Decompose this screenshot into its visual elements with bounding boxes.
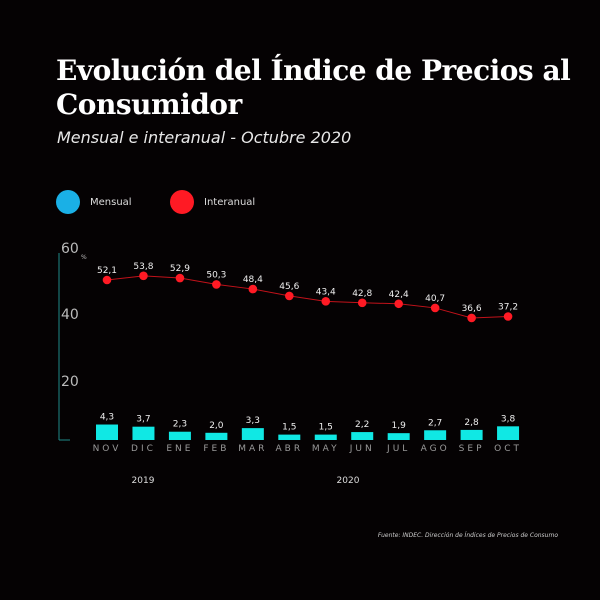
- point-data-label: 42,8: [352, 289, 372, 299]
- year-label: 2019: [132, 476, 155, 486]
- bar-mensual-sep: [460, 429, 483, 440]
- y-tick-label: 40: [61, 307, 79, 323]
- point-data-label: 36,6: [462, 304, 482, 314]
- point-interanual-sep: [467, 313, 476, 323]
- bar-data-label: 1,5: [282, 423, 296, 433]
- point-data-label: 37,2: [498, 303, 518, 313]
- bar-data-label: 2,0: [209, 421, 224, 431]
- point-data-label: 43,4: [316, 287, 336, 297]
- legend-label: Interanual: [204, 196, 256, 208]
- point-interanual-feb: [212, 280, 221, 289]
- bar-mensual-abr: [278, 434, 301, 440]
- year-label: 2020: [337, 476, 360, 486]
- bar-data-label: 3,7: [136, 415, 150, 425]
- bar-mensual-ene: [168, 431, 191, 440]
- x-tick-label: DIC: [131, 444, 156, 454]
- bar-data-label: 3,3: [246, 416, 260, 426]
- bar-data-label: 3,8: [501, 414, 516, 424]
- legend-label: Mensual: [90, 196, 132, 208]
- bar-mensual-mar: [241, 428, 264, 440]
- subtitle: Mensual e interanual - Octubre 2020: [57, 128, 352, 147]
- bar-data-label: 2,2: [355, 420, 369, 430]
- bar-mensual-may: [314, 434, 337, 440]
- legend-mensual: Mensual: [56, 190, 132, 214]
- bar-data-label: 1,9: [392, 421, 407, 431]
- point-data-label: 52,1: [97, 266, 117, 276]
- point-interanual-oct: [503, 312, 513, 321]
- legend-swatch-interanual: [170, 190, 194, 214]
- bar-mensual-ago: [424, 430, 447, 440]
- point-interanual-mar: [248, 284, 258, 294]
- page-title: Evolución del Índice de Precios al Consu…: [56, 54, 571, 121]
- bar-data-label: 2,3: [173, 420, 187, 430]
- point-data-label: 40,7: [425, 294, 445, 304]
- bar-mensual-jul: [387, 433, 410, 440]
- point-interanual-dic: [139, 271, 148, 281]
- point-data-label: 52,9: [170, 264, 190, 274]
- bar-data-label: 4,3: [100, 413, 114, 423]
- point-interanual-nov: [102, 275, 112, 285]
- point-data-label: 48,4: [243, 275, 263, 285]
- bar-data-label: 2,7: [428, 418, 442, 428]
- x-tick-label: ABR: [276, 444, 304, 454]
- legend-interanual: Interanual: [170, 190, 255, 214]
- bar-mensual-oct: [497, 426, 520, 440]
- point-interanual-abr: [285, 291, 294, 301]
- point-interanual-jul: [394, 299, 403, 309]
- x-tick-label: AGO: [421, 444, 450, 454]
- interanual-line: [106, 275, 509, 319]
- point-interanual-ago: [430, 303, 440, 313]
- y-unit: %: [81, 254, 87, 261]
- bar-mensual-feb: [205, 432, 228, 440]
- y-tick-label: 60: [61, 241, 79, 257]
- x-tick-label: MAR: [238, 444, 267, 454]
- x-tick-label: FEB: [203, 444, 229, 454]
- x-tick-label: OCT: [494, 444, 522, 454]
- bar-data-label: 2,8: [464, 418, 479, 428]
- legend-swatch-mensual: [56, 190, 80, 214]
- point-data-label: 53,8: [133, 262, 153, 272]
- point-data-label: 45,6: [279, 282, 299, 292]
- x-tick-label: JUN: [349, 444, 375, 454]
- point-interanual-may: [321, 297, 331, 306]
- x-tick-label: MAY: [312, 444, 340, 454]
- point-data-label: 50,3: [206, 270, 226, 280]
- source-note: Fuente: INDEC. Dirección de Índices de P…: [377, 532, 558, 539]
- bar-data-label: 1,5: [319, 423, 333, 433]
- bar-mensual-dic: [132, 426, 155, 440]
- point-data-label: 42,4: [389, 290, 409, 300]
- x-tick-label: JUL: [386, 444, 410, 454]
- bar-mensual-jun: [351, 432, 374, 440]
- point-interanual-jun: [357, 298, 367, 308]
- point-interanual-ene: [175, 273, 185, 283]
- x-tick-label: SEP: [459, 444, 485, 454]
- y-tick-label: 20: [61, 374, 79, 390]
- bar-mensual-nov: [96, 424, 118, 440]
- x-tick-label: ENE: [166, 444, 193, 454]
- x-tick-label: NOV: [93, 444, 122, 454]
